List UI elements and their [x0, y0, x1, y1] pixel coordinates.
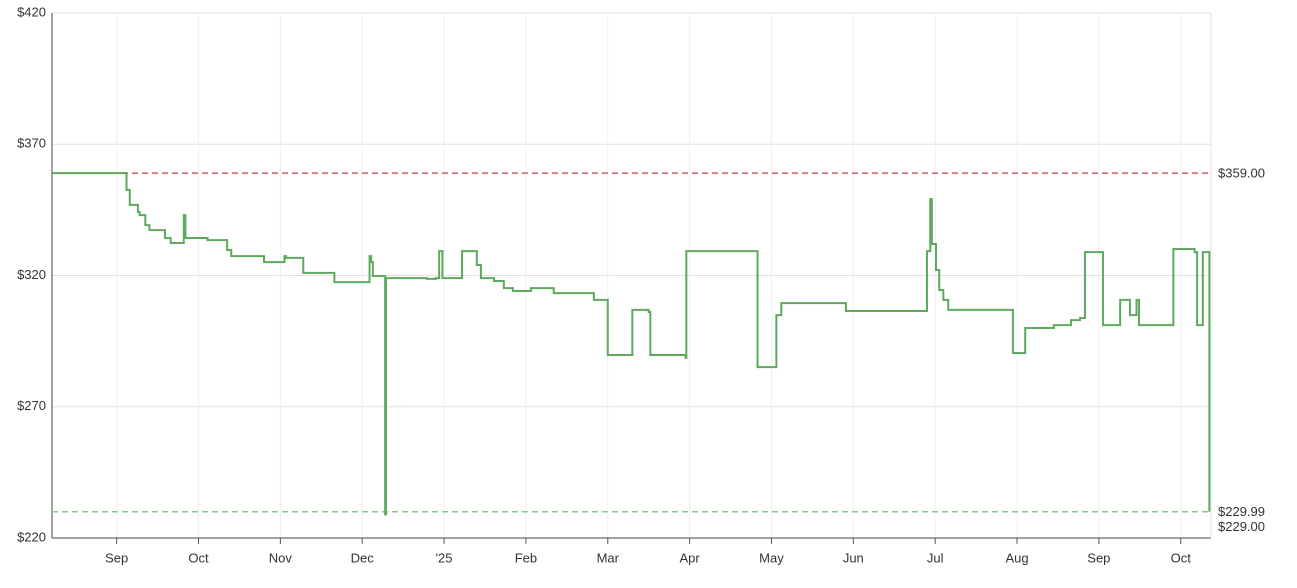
x-tick-label: Apr [679, 550, 700, 565]
x-tick-label: Sep [1087, 550, 1110, 565]
price-line [52, 172, 1211, 516]
x-tick-label: Oct [188, 550, 209, 565]
y-tick-label: $420 [17, 4, 46, 19]
x-tick-label: Mar [597, 550, 620, 565]
y-tick-label: $270 [17, 398, 46, 413]
x-tick-label: Jul [927, 550, 944, 565]
reference-label: $359.00 [1218, 166, 1265, 181]
x-tick-label: '25 [436, 550, 453, 565]
y-tick-label: $220 [17, 529, 46, 544]
annotation: $229.00 [1218, 519, 1265, 534]
reference-label: $229.99 [1218, 504, 1265, 519]
x-tick-label: Sep [105, 550, 128, 565]
x-tick-label: Oct [1171, 550, 1192, 565]
x-tick-label: Dec [351, 550, 375, 565]
x-tick-label: Feb [515, 550, 537, 565]
x-tick-label: Jun [843, 550, 864, 565]
x-tick-label: Aug [1005, 550, 1028, 565]
y-tick-label: $370 [17, 136, 46, 151]
x-tick-label: Nov [269, 550, 293, 565]
y-tick-label: $320 [17, 267, 46, 282]
x-tick-label: May [759, 550, 784, 565]
